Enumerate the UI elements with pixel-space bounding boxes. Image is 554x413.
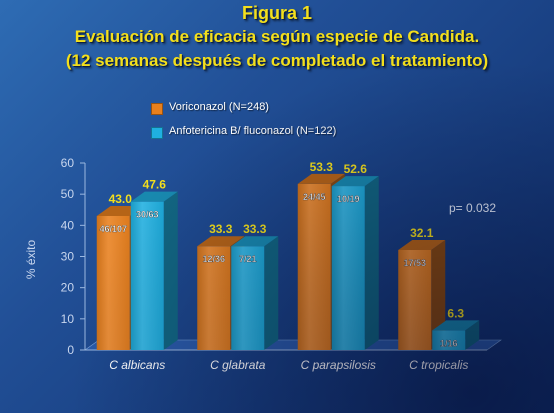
legend-swatch-voriconazol	[151, 103, 163, 115]
bar-top	[297, 173, 345, 184]
y-tick-label: 10	[61, 312, 75, 326]
bar-top	[130, 191, 178, 202]
legend-swatch-anfotericina	[151, 127, 163, 139]
bar-top	[231, 236, 279, 247]
ratio-label: 12/36	[202, 254, 225, 264]
bar	[130, 201, 164, 350]
bar-top	[197, 236, 245, 247]
legend-label-anfotericina: Anfotericina B/ fluconazol (N=122)	[169, 125, 337, 137]
p-value-annotation: p= 0.032	[449, 201, 496, 215]
x-tick-label: C parapsilosis	[301, 358, 376, 372]
bar-side	[431, 239, 446, 350]
bar-side	[364, 176, 379, 350]
y-tick-label: 30	[61, 250, 75, 264]
data-label: 33.3	[209, 222, 233, 236]
figure-number: Figura 1	[241, 3, 312, 23]
bar	[197, 246, 231, 350]
bar	[331, 186, 365, 350]
bar-top	[432, 320, 480, 331]
data-label: 6.3	[447, 306, 464, 320]
data-label: 53.3	[310, 160, 334, 174]
x-tick-label: C tropicalis	[409, 358, 468, 372]
bar-top	[398, 239, 446, 250]
data-label: 43.0	[109, 192, 133, 206]
bar	[297, 183, 331, 350]
y-tick-label: 0	[67, 343, 74, 357]
data-label: 33.3	[243, 222, 267, 236]
y-tick-label: 50	[61, 187, 75, 201]
data-label: 32.1	[410, 226, 434, 240]
y-tick-label: 40	[61, 218, 75, 232]
y-tick-label: 60	[61, 156, 75, 170]
ratio-label: 46/107	[99, 224, 127, 234]
ratio-label: 17/53	[403, 258, 426, 268]
x-tick-label: C glabrata	[210, 358, 266, 372]
ratio-label: 7/21	[239, 254, 257, 264]
bar-side	[163, 191, 178, 350]
figure-subtitle: (12 semanas después de completado el tra…	[65, 51, 489, 70]
bar	[96, 215, 130, 350]
legend-label-voriconazol: Voriconazol (N=248)	[169, 101, 269, 113]
figure-title: Evaluación de eficacia según especie de …	[74, 27, 480, 46]
ratio-label: 24/45	[303, 192, 326, 202]
bar	[231, 246, 265, 350]
y-tick-label: 20	[61, 281, 75, 295]
ratio-label: 10/19	[337, 194, 360, 204]
ratio-label: 1/16	[440, 338, 458, 348]
bar	[432, 330, 466, 350]
bar-side	[264, 236, 279, 350]
data-label: 52.6	[344, 162, 368, 176]
y-axis-label: % éxito	[24, 240, 38, 280]
bar-top	[331, 176, 379, 187]
data-label: 47.6	[143, 178, 167, 192]
ratio-label: 30/63	[136, 210, 159, 220]
x-tick-label: C albicans	[109, 358, 165, 372]
bar	[398, 249, 432, 350]
bar-side	[465, 320, 480, 350]
